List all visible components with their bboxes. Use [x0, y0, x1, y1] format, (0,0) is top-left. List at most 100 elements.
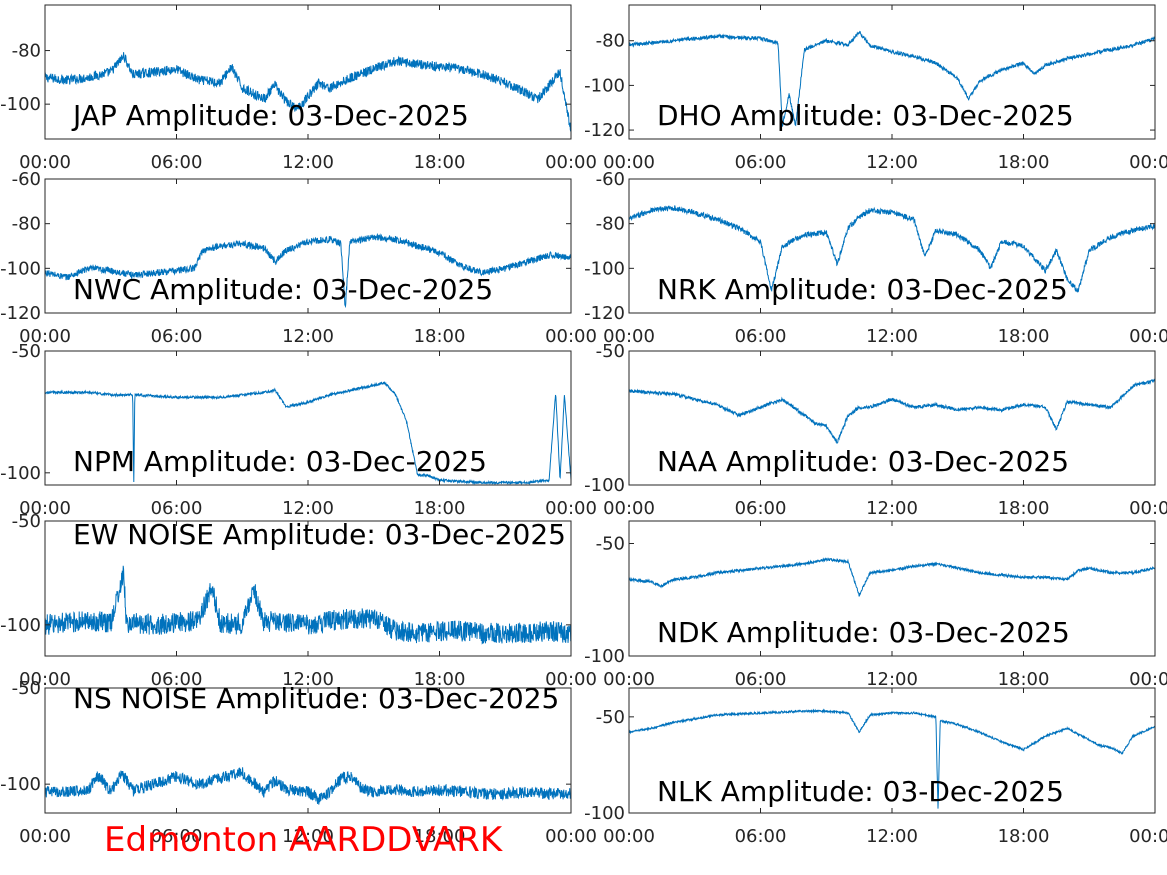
- y-tick-label: -50: [12, 678, 41, 699]
- panel-nrk: 00:00 06:00 12:00 18:00 00:00 -60 -80 -100 -120 N…: [584, 169, 1167, 347]
- x-tick-label: 00:00: [603, 152, 655, 173]
- x-tick-label: 06:00: [151, 826, 203, 847]
- x-tick-label: 06:00: [735, 326, 787, 347]
- x-tick-label: 18:00: [998, 826, 1050, 847]
- station-label: Edmonton AARDDVARK: [104, 820, 503, 860]
- x-tick-label: 00:00: [19, 152, 71, 173]
- x-tick-label: 00:00: [603, 498, 655, 519]
- x-tick-label: 12:00: [866, 669, 918, 690]
- x-tick-label: 06:00: [151, 669, 203, 690]
- x-tick-label: 00:00: [1129, 669, 1167, 690]
- x-tick-label: 00:00: [545, 669, 597, 690]
- x-tick-label: 12:00: [282, 498, 334, 519]
- x-tick-label: 18:00: [998, 326, 1050, 347]
- y-tick-label: -50: [12, 341, 41, 362]
- panel-nwc: 00:00 06:00 12:00 18:00 00:00 -60 -80 -100 -120 N…: [0, 169, 597, 347]
- panel-title: DHO Amplitude: 03-Dec-2025: [657, 99, 1074, 132]
- panel-ns_noise: 00:00 06:00 12:00 18:00 00:00 -50 -100 NS NOISE…: [0, 678, 597, 847]
- x-tick-label: 00:00: [545, 152, 597, 173]
- y-tick-label: -100: [0, 94, 41, 115]
- x-tick-label: 00:00: [19, 326, 71, 347]
- series-line: [629, 378, 1155, 444]
- panel-title: NS NOISE Amplitude: 03-Dec-2025: [73, 682, 559, 715]
- x-tick-label: 06:00: [735, 152, 787, 173]
- x-tick-label: 00:00: [545, 498, 597, 519]
- x-tick-label: 12:00: [282, 826, 334, 847]
- x-tick-label: 12:00: [866, 498, 918, 519]
- series-line: [629, 30, 1155, 127]
- x-tick-label: 00:00: [1129, 326, 1167, 347]
- x-tick-label: 00:00: [545, 326, 597, 347]
- y-tick-label: -100: [584, 646, 625, 667]
- x-tick-label: 12:00: [282, 669, 334, 690]
- y-tick-label: -100: [584, 258, 625, 279]
- x-tick-label: 00:00: [19, 498, 71, 519]
- panel-title: JAP Amplitude: 03-Dec-2025: [71, 99, 469, 132]
- panel-npm: 00:00 06:00 12:00 18:00 00:00 -50 -100 NPM Ampl…: [0, 341, 597, 519]
- panel-nlk: 00:00 06:00 12:00 18:00 00:00 -50 -100 NLK Ampl…: [584, 687, 1167, 847]
- y-tick-label: -60: [12, 169, 41, 190]
- x-tick-label: 18:00: [414, 326, 466, 347]
- x-tick-label: 18:00: [414, 152, 466, 173]
- x-tick-label: 12:00: [282, 326, 334, 347]
- y-tick-label: -100: [584, 803, 625, 824]
- x-tick-label: 18:00: [998, 669, 1050, 690]
- y-tick-label: -100: [0, 463, 41, 484]
- y-tick-label: -120: [584, 120, 625, 141]
- x-tick-label: 06:00: [151, 326, 203, 347]
- x-tick-label: 00:00: [19, 826, 71, 847]
- x-tick-label: 18:00: [414, 498, 466, 519]
- x-tick-label: 00:00: [603, 826, 655, 847]
- x-tick-label: 06:00: [735, 498, 787, 519]
- y-tick-label: -80: [12, 214, 41, 235]
- y-tick-label: -60: [596, 169, 625, 190]
- x-tick-label: 00:00: [1129, 826, 1167, 847]
- panel-title: NDK Amplitude: 03-Dec-2025: [657, 616, 1070, 649]
- y-tick-label: -80: [12, 41, 41, 62]
- y-tick-label: -100: [584, 475, 625, 496]
- panel-title: NPM Amplitude: 03-Dec-2025: [73, 445, 487, 478]
- series-line: [629, 557, 1155, 597]
- series-line: [629, 708, 1155, 809]
- x-tick-label: 18:00: [998, 498, 1050, 519]
- x-tick-label: 12:00: [866, 826, 918, 847]
- x-tick-label: 18:00: [414, 669, 466, 690]
- x-tick-label: 06:00: [151, 152, 203, 173]
- panel-title: NAA Amplitude: 03-Dec-2025: [657, 445, 1069, 478]
- x-tick-label: 12:00: [866, 152, 918, 173]
- x-tick-label: 06:00: [735, 669, 787, 690]
- panel-title: NWC Amplitude: 03-Dec-2025: [73, 273, 493, 306]
- y-tick-label: -50: [596, 341, 625, 362]
- panel-naa: 00:00 06:00 12:00 18:00 00:00 -50 -100 NAA Ampl…: [584, 341, 1167, 519]
- x-tick-label: 00:00: [603, 326, 655, 347]
- x-tick-label: 18:00: [414, 826, 466, 847]
- y-tick-label: -50: [596, 707, 625, 728]
- panel-jap: 00:00 06:00 12:00 18:00 00:00 -80 -100 JAP Ampl…: [0, 4, 597, 173]
- y-tick-label: -120: [0, 303, 41, 324]
- x-tick-label: 00:00: [1129, 498, 1167, 519]
- panel-ew_noise: 00:00 06:00 12:00 18:00 00:00 -50 -100 EW NOISE…: [0, 511, 597, 690]
- x-tick-label: 00:00: [603, 669, 655, 690]
- y-tick-label: -100: [584, 75, 625, 96]
- series-line: [45, 52, 571, 132]
- panel-title: EW NOISE Amplitude: 03-Dec-2025: [73, 518, 566, 551]
- x-tick-label: 06:00: [151, 498, 203, 519]
- x-tick-label: 12:00: [282, 152, 334, 173]
- y-tick-label: -120: [584, 303, 625, 324]
- x-tick-label: 18:00: [998, 152, 1050, 173]
- x-tick-label: 00:00: [1129, 152, 1167, 173]
- panel-ndk: 00:00 06:00 12:00 18:00 00:00 -50 -100 NDK Ampl…: [584, 520, 1167, 690]
- x-tick-label: 00:00: [545, 826, 597, 847]
- y-tick-label: -100: [0, 615, 41, 636]
- panel-title: NLK Amplitude: 03-Dec-2025: [657, 775, 1064, 808]
- panel-dho: 00:00 06:00 12:00 18:00 00:00 -80 -100 -120 DHO …: [584, 4, 1167, 173]
- series-line: [45, 565, 571, 645]
- series-line: [45, 232, 571, 309]
- x-tick-label: 00:00: [19, 669, 71, 690]
- y-tick-label: -50: [12, 511, 41, 532]
- y-tick-label: -50: [596, 534, 625, 555]
- y-tick-label: -100: [0, 258, 41, 279]
- y-tick-label: -80: [596, 214, 625, 235]
